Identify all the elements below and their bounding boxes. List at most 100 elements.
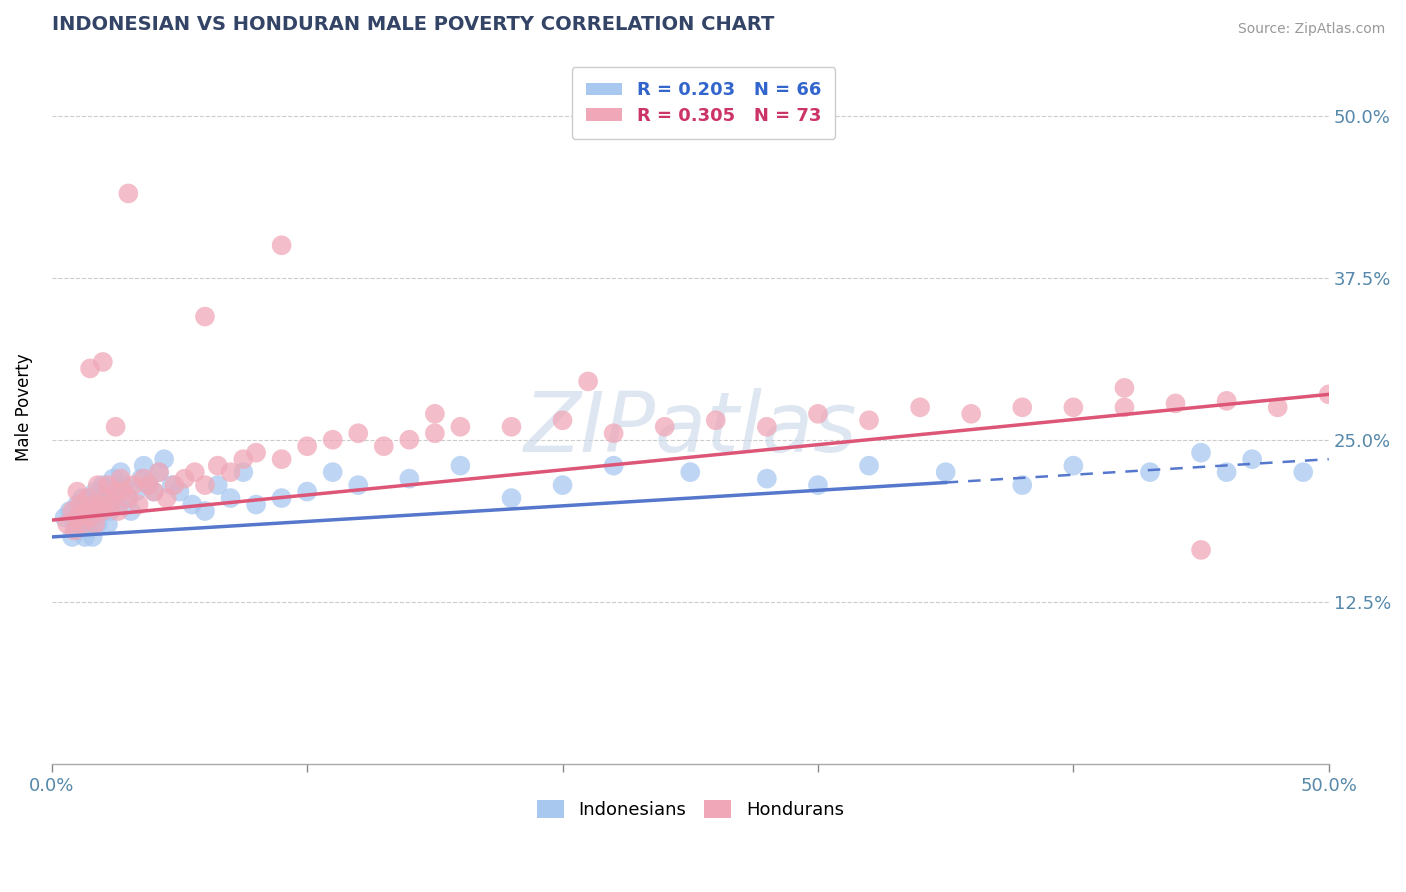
Point (232, 452, 254, 467)
Point (169, 484, 191, 499)
Point (270, 238, 292, 252)
Point (232, 465, 254, 479)
Point (1292, 465, 1315, 479)
Point (245, 446, 267, 460)
Point (1114, 401, 1136, 415)
Point (449, 419, 471, 434)
Point (66, 510, 89, 524)
Point (138, 478, 160, 492)
Point (87, 516, 110, 531)
Point (117, 491, 139, 505)
Point (908, 401, 931, 415)
Point (138, 478, 160, 492)
Point (423, 407, 446, 421)
Point (97, 478, 120, 492)
Point (347, 426, 370, 441)
Point (245, 498, 267, 512)
Point (132, 472, 155, 486)
Point (107, 498, 129, 512)
Point (66, 484, 89, 499)
Point (219, 491, 242, 505)
Point (602, 458, 624, 473)
Point (97, 516, 120, 531)
Point (270, 491, 292, 505)
Point (270, 452, 292, 467)
Point (1241, 452, 1264, 467)
Point (398, 472, 420, 486)
Point (82, 530, 104, 544)
Point (69, 504, 91, 518)
Point (72, 516, 94, 531)
Point (129, 472, 152, 486)
Point (602, 426, 624, 441)
Point (66, 498, 89, 512)
Point (120, 504, 142, 518)
Point (76, 504, 98, 518)
Point (128, 498, 150, 512)
Point (56, 516, 79, 531)
Point (142, 484, 165, 499)
Point (1215, 465, 1237, 479)
Point (449, 458, 471, 473)
Point (1215, 393, 1237, 408)
Point (107, 504, 129, 518)
Point (704, 413, 727, 427)
Point (207, 478, 229, 492)
Point (91, 504, 114, 518)
Point (84, 484, 107, 499)
Point (1114, 381, 1136, 395)
Point (960, 407, 983, 421)
Point (84, 504, 107, 518)
Y-axis label: Male Poverty: Male Poverty (15, 353, 32, 461)
Point (79, 516, 101, 531)
Point (1317, 387, 1340, 401)
Point (112, 478, 135, 492)
Point (755, 472, 778, 486)
Point (654, 419, 676, 434)
Point (194, 504, 217, 518)
Point (117, 186, 139, 201)
Point (1164, 396, 1187, 410)
Point (66, 524, 89, 538)
Point (76, 491, 98, 505)
Point (132, 458, 155, 473)
Point (100, 504, 122, 518)
Point (94, 498, 117, 512)
Point (398, 433, 420, 447)
Point (91, 478, 114, 492)
Legend: Indonesians, Hondurans: Indonesians, Hondurans (530, 792, 851, 826)
Point (295, 439, 318, 453)
Point (110, 472, 132, 486)
Point (89, 498, 111, 512)
Point (104, 419, 127, 434)
Point (73, 530, 96, 544)
Point (91, 504, 114, 518)
Point (82, 498, 104, 512)
Text: INDONESIAN VS HONDURAN MALE POVERTY CORRELATION CHART: INDONESIAN VS HONDURAN MALE POVERTY CORR… (52, 15, 775, 34)
Point (104, 484, 127, 499)
Point (160, 478, 183, 492)
Point (63, 516, 86, 531)
Point (679, 465, 702, 479)
Point (858, 458, 880, 473)
Point (1189, 446, 1212, 460)
Point (181, 498, 204, 512)
Point (347, 478, 370, 492)
Point (53, 510, 76, 524)
Point (73, 504, 96, 518)
Point (423, 426, 446, 441)
Point (112, 484, 135, 499)
Point (501, 419, 523, 434)
Point (79, 491, 101, 505)
Point (91, 355, 114, 369)
Point (89, 498, 111, 512)
Point (142, 484, 165, 499)
Point (1011, 478, 1033, 492)
Point (184, 465, 207, 479)
Point (79, 361, 101, 376)
Point (322, 465, 344, 479)
Point (1267, 401, 1289, 415)
Point (501, 491, 523, 505)
Point (551, 478, 574, 492)
Point (807, 478, 830, 492)
